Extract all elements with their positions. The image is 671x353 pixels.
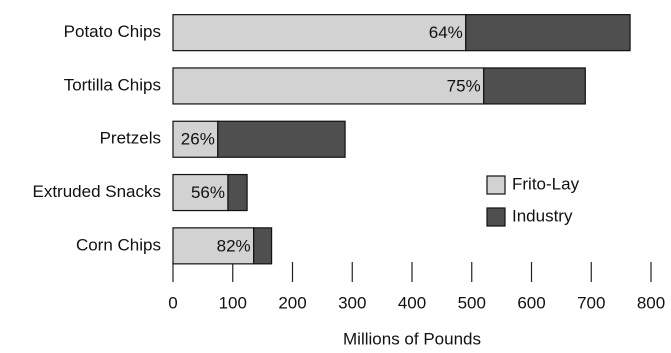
y-tick-label: Corn Chips: [76, 235, 161, 254]
bar-segment: [465, 14, 631, 52]
x-axis-title: Millions of Pounds: [343, 329, 481, 348]
y-tick-label: Potato Chips: [64, 22, 161, 41]
value-label: 82%: [217, 236, 251, 255]
value-label: 64%: [429, 23, 463, 42]
x-tick-label: 700: [577, 293, 605, 312]
bar-segment: [172, 14, 467, 52]
bar-segment: [227, 173, 248, 212]
bar-segment: [172, 173, 229, 212]
y-tick-label: Pretzels: [100, 129, 161, 148]
legend-swatch: [486, 207, 506, 227]
y-tick-label: Tortilla Chips: [64, 75, 161, 94]
value-label: 75%: [447, 76, 481, 95]
legend-swatch: [486, 175, 506, 195]
x-tick-label: 200: [278, 293, 306, 312]
value-label: 26%: [181, 130, 215, 149]
x-tick-label: 800: [637, 293, 665, 312]
x-tick-label: 0: [168, 293, 177, 312]
y-tick-label: Extruded Snacks: [32, 182, 161, 201]
bar-segment: [253, 227, 273, 265]
bar-segment: [172, 227, 255, 265]
bar-segment: [483, 67, 586, 105]
legend-label: Industry: [512, 206, 573, 225]
value-label: 56%: [191, 183, 225, 202]
bar-segment: [172, 67, 485, 105]
bar-segment: [217, 120, 346, 158]
x-tick-label: 500: [458, 293, 486, 312]
x-tick-label: 100: [219, 293, 247, 312]
x-tick-label: 300: [338, 293, 366, 312]
legend-label: Frito-Lay: [512, 174, 580, 193]
x-tick-label: 600: [517, 293, 545, 312]
x-tick-label: 400: [398, 293, 426, 312]
